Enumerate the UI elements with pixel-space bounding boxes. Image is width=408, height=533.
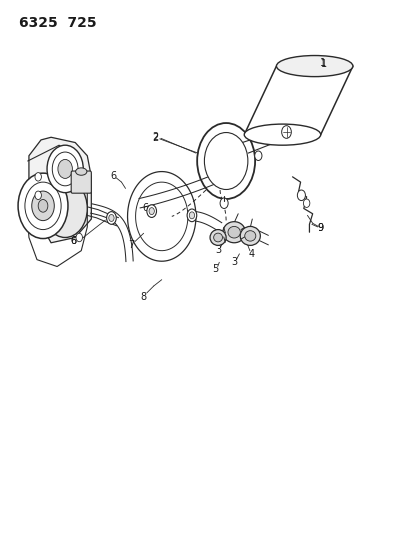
Circle shape [220,198,228,208]
Circle shape [43,180,87,238]
Text: 2: 2 [153,132,159,142]
Circle shape [297,190,306,200]
Ellipse shape [244,124,321,145]
Ellipse shape [240,227,260,245]
Circle shape [282,126,291,139]
Ellipse shape [245,231,256,241]
Text: 2: 2 [152,133,158,143]
Circle shape [197,123,255,199]
Circle shape [189,212,195,219]
Circle shape [35,191,42,199]
Circle shape [147,205,157,217]
Circle shape [47,145,83,192]
Circle shape [58,159,72,179]
Circle shape [255,151,262,160]
Circle shape [106,212,116,224]
Circle shape [204,133,248,190]
Ellipse shape [75,168,87,175]
Text: 7: 7 [129,240,135,250]
Text: 6325  725: 6325 725 [19,16,97,30]
Text: 6: 6 [70,236,76,246]
Ellipse shape [228,227,240,238]
Text: 9: 9 [318,223,324,233]
Ellipse shape [277,55,353,77]
Polygon shape [29,138,91,243]
Text: 8: 8 [141,292,147,302]
Circle shape [76,233,82,241]
Circle shape [304,199,310,207]
Circle shape [52,152,78,186]
Circle shape [18,173,68,239]
FancyBboxPatch shape [71,171,91,193]
Circle shape [32,191,54,221]
Text: 1: 1 [319,59,326,68]
Ellipse shape [214,233,222,242]
Ellipse shape [210,230,226,245]
Circle shape [38,199,48,212]
Circle shape [25,182,61,230]
Text: 4: 4 [248,249,255,259]
Ellipse shape [223,222,246,243]
Text: 3: 3 [215,245,221,255]
Circle shape [187,209,197,222]
Circle shape [149,208,154,215]
Text: 6: 6 [70,236,76,246]
Text: 5: 5 [212,264,218,274]
Text: 1: 1 [321,59,327,69]
Circle shape [35,173,42,181]
Circle shape [109,214,114,221]
Text: 6: 6 [111,171,117,181]
Text: 9: 9 [318,223,324,233]
Text: 6: 6 [142,204,149,214]
Text: 3: 3 [231,257,237,267]
